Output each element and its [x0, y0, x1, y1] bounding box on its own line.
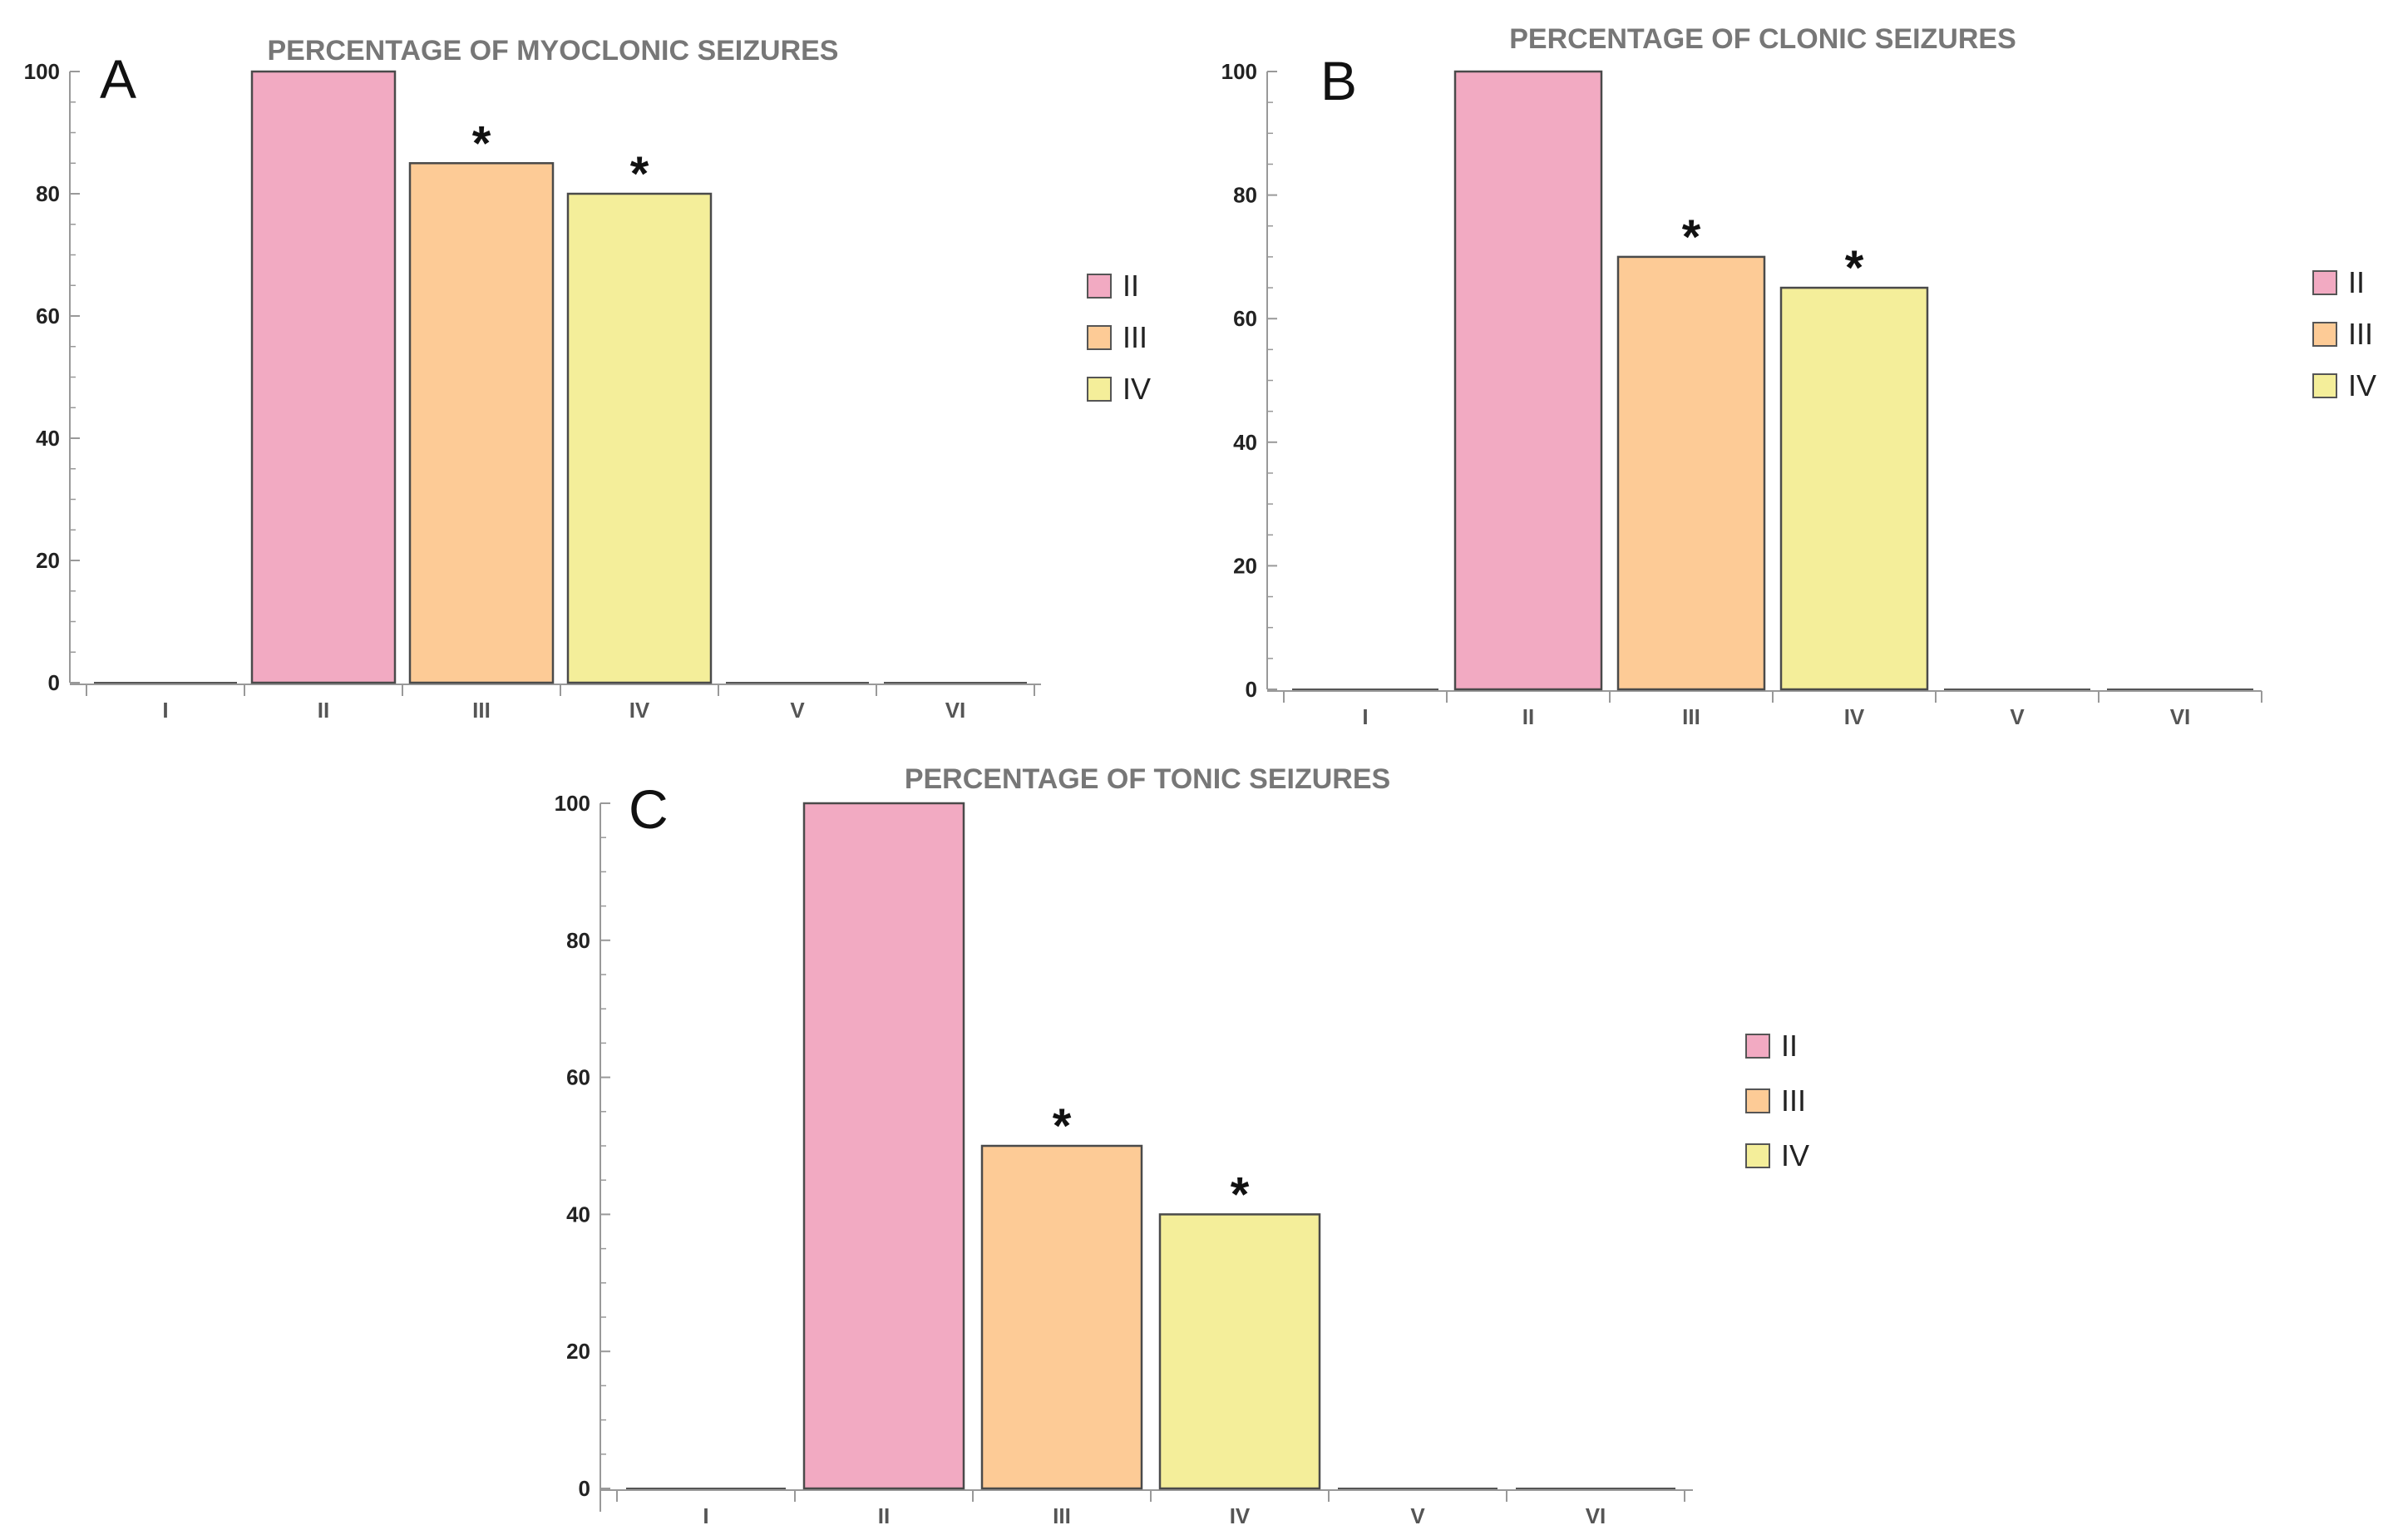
panel-c: PERCENTAGE OF TONIC SEIZURES C 0 20 40 60 80 10…: [555, 763, 1809, 1528]
y-tick-label: 0: [1246, 677, 1257, 702]
legend-label: IV: [1781, 1138, 1809, 1172]
significance-marker: *: [1682, 210, 1701, 264]
y-tick-label: 80: [1233, 183, 1257, 208]
y-tick-label: 100: [1221, 59, 1257, 84]
bar: [1158, 1213, 1321, 1490]
significance-marker: *: [630, 147, 649, 201]
legend-label: IV: [2348, 368, 2376, 402]
significance-marker: *: [1053, 1099, 1072, 1153]
legend-swatch: [1087, 325, 1112, 350]
bar: [250, 70, 397, 684]
y-tick-label: 100: [555, 791, 590, 816]
y-tick-label: 40: [36, 426, 60, 451]
chart-title: PERCENTAGE OF MYOCLONIC SEIZURES: [268, 35, 839, 67]
y-tick-label: 20: [566, 1339, 590, 1364]
legend-swatch: [1745, 1088, 1770, 1113]
legend-label: III: [1123, 320, 1147, 354]
x-tick-label: V: [790, 698, 805, 723]
x-tick-label: IV: [629, 698, 650, 723]
y-tick-label: 60: [36, 304, 60, 328]
legend-swatch: [1745, 1034, 1770, 1059]
legend-swatch: [2312, 270, 2337, 295]
significance-marker: *: [472, 116, 491, 170]
x-tick-label: VI: [2170, 704, 2191, 729]
legend-swatch: [1087, 274, 1112, 299]
y-tick-label: 40: [1233, 430, 1257, 455]
bar: [566, 192, 713, 684]
panel-b: PERCENTAGE OF CLONIC SEIZURES B 0 20 40 60 80 1…: [1221, 23, 2376, 729]
significance-marker: *: [1231, 1167, 1250, 1222]
x-tick-label: II: [1522, 704, 1534, 729]
y-tick-label: 20: [1233, 553, 1257, 578]
panel-letter: A: [100, 48, 136, 110]
legend-label: III: [2348, 317, 2373, 351]
bar: [1453, 70, 1603, 691]
legend-swatch: [2312, 322, 2337, 347]
x-tick-label: II: [878, 1503, 890, 1528]
legend-label: II: [2348, 265, 2365, 299]
panel-letter: B: [1320, 50, 1357, 111]
x-tick-label: IV: [1230, 1503, 1251, 1528]
x-tick-label: V: [2010, 704, 2025, 729]
legend-label: IV: [1123, 372, 1151, 406]
legend-swatch: [1087, 377, 1112, 402]
legend-swatch: [1745, 1143, 1770, 1168]
x-tick-label: IV: [1844, 704, 1865, 729]
y-tick-label: 20: [36, 548, 60, 573]
bar: [980, 1144, 1143, 1490]
legend-label: III: [1781, 1083, 1806, 1118]
x-tick-label: V: [1410, 1503, 1425, 1528]
chart-title: PERCENTAGE OF CLONIC SEIZURES: [1509, 23, 2016, 55]
x-tick-label: III: [472, 698, 491, 723]
panel-a: PERCENTAGE OF MYOCLONIC SEIZURES A 0 20 40 60…: [24, 35, 1151, 723]
chart-title: PERCENTAGE OF TONIC SEIZURES: [905, 763, 1390, 795]
x-tick-label: VI: [945, 698, 966, 723]
legend-swatch: [2312, 373, 2337, 398]
x-tick-label: III: [1682, 704, 1700, 729]
x-tick-label: I: [703, 1503, 708, 1528]
y-tick-label: 100: [24, 59, 60, 84]
x-tick-label: II: [318, 698, 329, 723]
bar: [802, 802, 965, 1490]
significance-marker: *: [1845, 241, 1864, 295]
y-tick-label: 60: [566, 1065, 590, 1090]
x-tick-label: VI: [1586, 1503, 1606, 1528]
x-tick-label: I: [162, 698, 168, 723]
x-tick-label: III: [1053, 1503, 1071, 1528]
x-tick-label: I: [1362, 704, 1368, 729]
legend-label: II: [1123, 269, 1139, 303]
y-tick-label: 0: [579, 1476, 590, 1501]
y-tick-label: 80: [36, 181, 60, 206]
y-tick-label: 0: [48, 670, 60, 695]
y-tick-label: 60: [1233, 306, 1257, 331]
panel-letter: C: [629, 778, 669, 840]
bar: [408, 162, 555, 684]
y-tick-label: 80: [566, 928, 590, 953]
bar: [1779, 286, 1929, 691]
y-tick-label: 40: [566, 1202, 590, 1227]
legend-label: II: [1781, 1029, 1798, 1063]
bar: [1616, 255, 1766, 691]
